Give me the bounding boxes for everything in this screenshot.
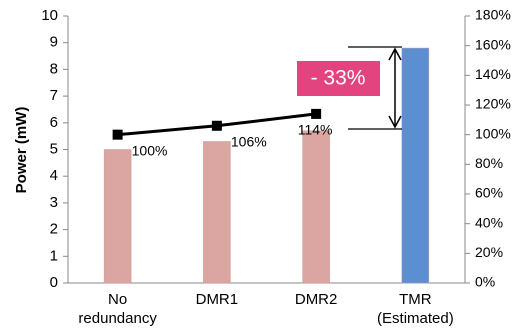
x-tick-label: DMR1 [196, 291, 239, 308]
x-tick-label-line: redundancy [78, 310, 157, 327]
y2-tick-label: 20% [475, 244, 503, 260]
y-tick-label: 10 [41, 7, 58, 24]
y2-tick-label: 140% [475, 66, 511, 82]
y2-tick-label: 40% [475, 214, 503, 230]
y2-tick-label: 120% [475, 96, 511, 112]
bar [401, 47, 430, 284]
x-tick-label: TMR (Estimated) [377, 291, 454, 327]
annotation-text: - 33% [311, 67, 366, 90]
y-tick-label: 5 [50, 140, 58, 157]
value-label: 100% [132, 142, 168, 158]
value-label: 106% [231, 133, 267, 149]
y2-tick-label: 100% [475, 125, 511, 141]
y-tick-label: 2 [50, 221, 58, 238]
y2-tick-label: 60% [475, 185, 503, 201]
bar [302, 130, 330, 284]
x-tick-label-line: (Estimated) [377, 310, 454, 327]
x-tick-label: No redundancy [78, 291, 157, 327]
y-tick-label: 3 [50, 194, 58, 211]
y-tick-label: 7 [50, 87, 58, 104]
arrow-head [388, 47, 402, 61]
line-marker [311, 108, 322, 119]
x-tick-label: DMR2 [295, 291, 338, 308]
y2-tick-label: 180% [475, 7, 511, 23]
arrow-head [388, 115, 402, 129]
y-tick-label: 9 [50, 34, 58, 51]
y-tick-label: 6 [50, 114, 58, 131]
y-tick-label: 8 [50, 60, 58, 77]
x-tick-label-line: No [108, 291, 127, 308]
x-tick-label-line: TMR [399, 291, 432, 308]
bar [203, 141, 231, 284]
y-tick-label: 0 [50, 274, 58, 291]
annotation-box [297, 61, 380, 96]
line-marker [112, 129, 123, 140]
line-marker [211, 120, 222, 131]
value-label: 114% [298, 122, 333, 138]
y-tick-label: 4 [50, 167, 58, 184]
y-axis-title: Power (mW) [13, 107, 30, 194]
y2-tick-label: 0% [475, 274, 495, 290]
y2-tick-label: 160% [475, 36, 511, 52]
y-tick-label: 1 [50, 247, 58, 264]
y2-tick-label: 80% [475, 155, 503, 171]
bar [103, 149, 132, 284]
